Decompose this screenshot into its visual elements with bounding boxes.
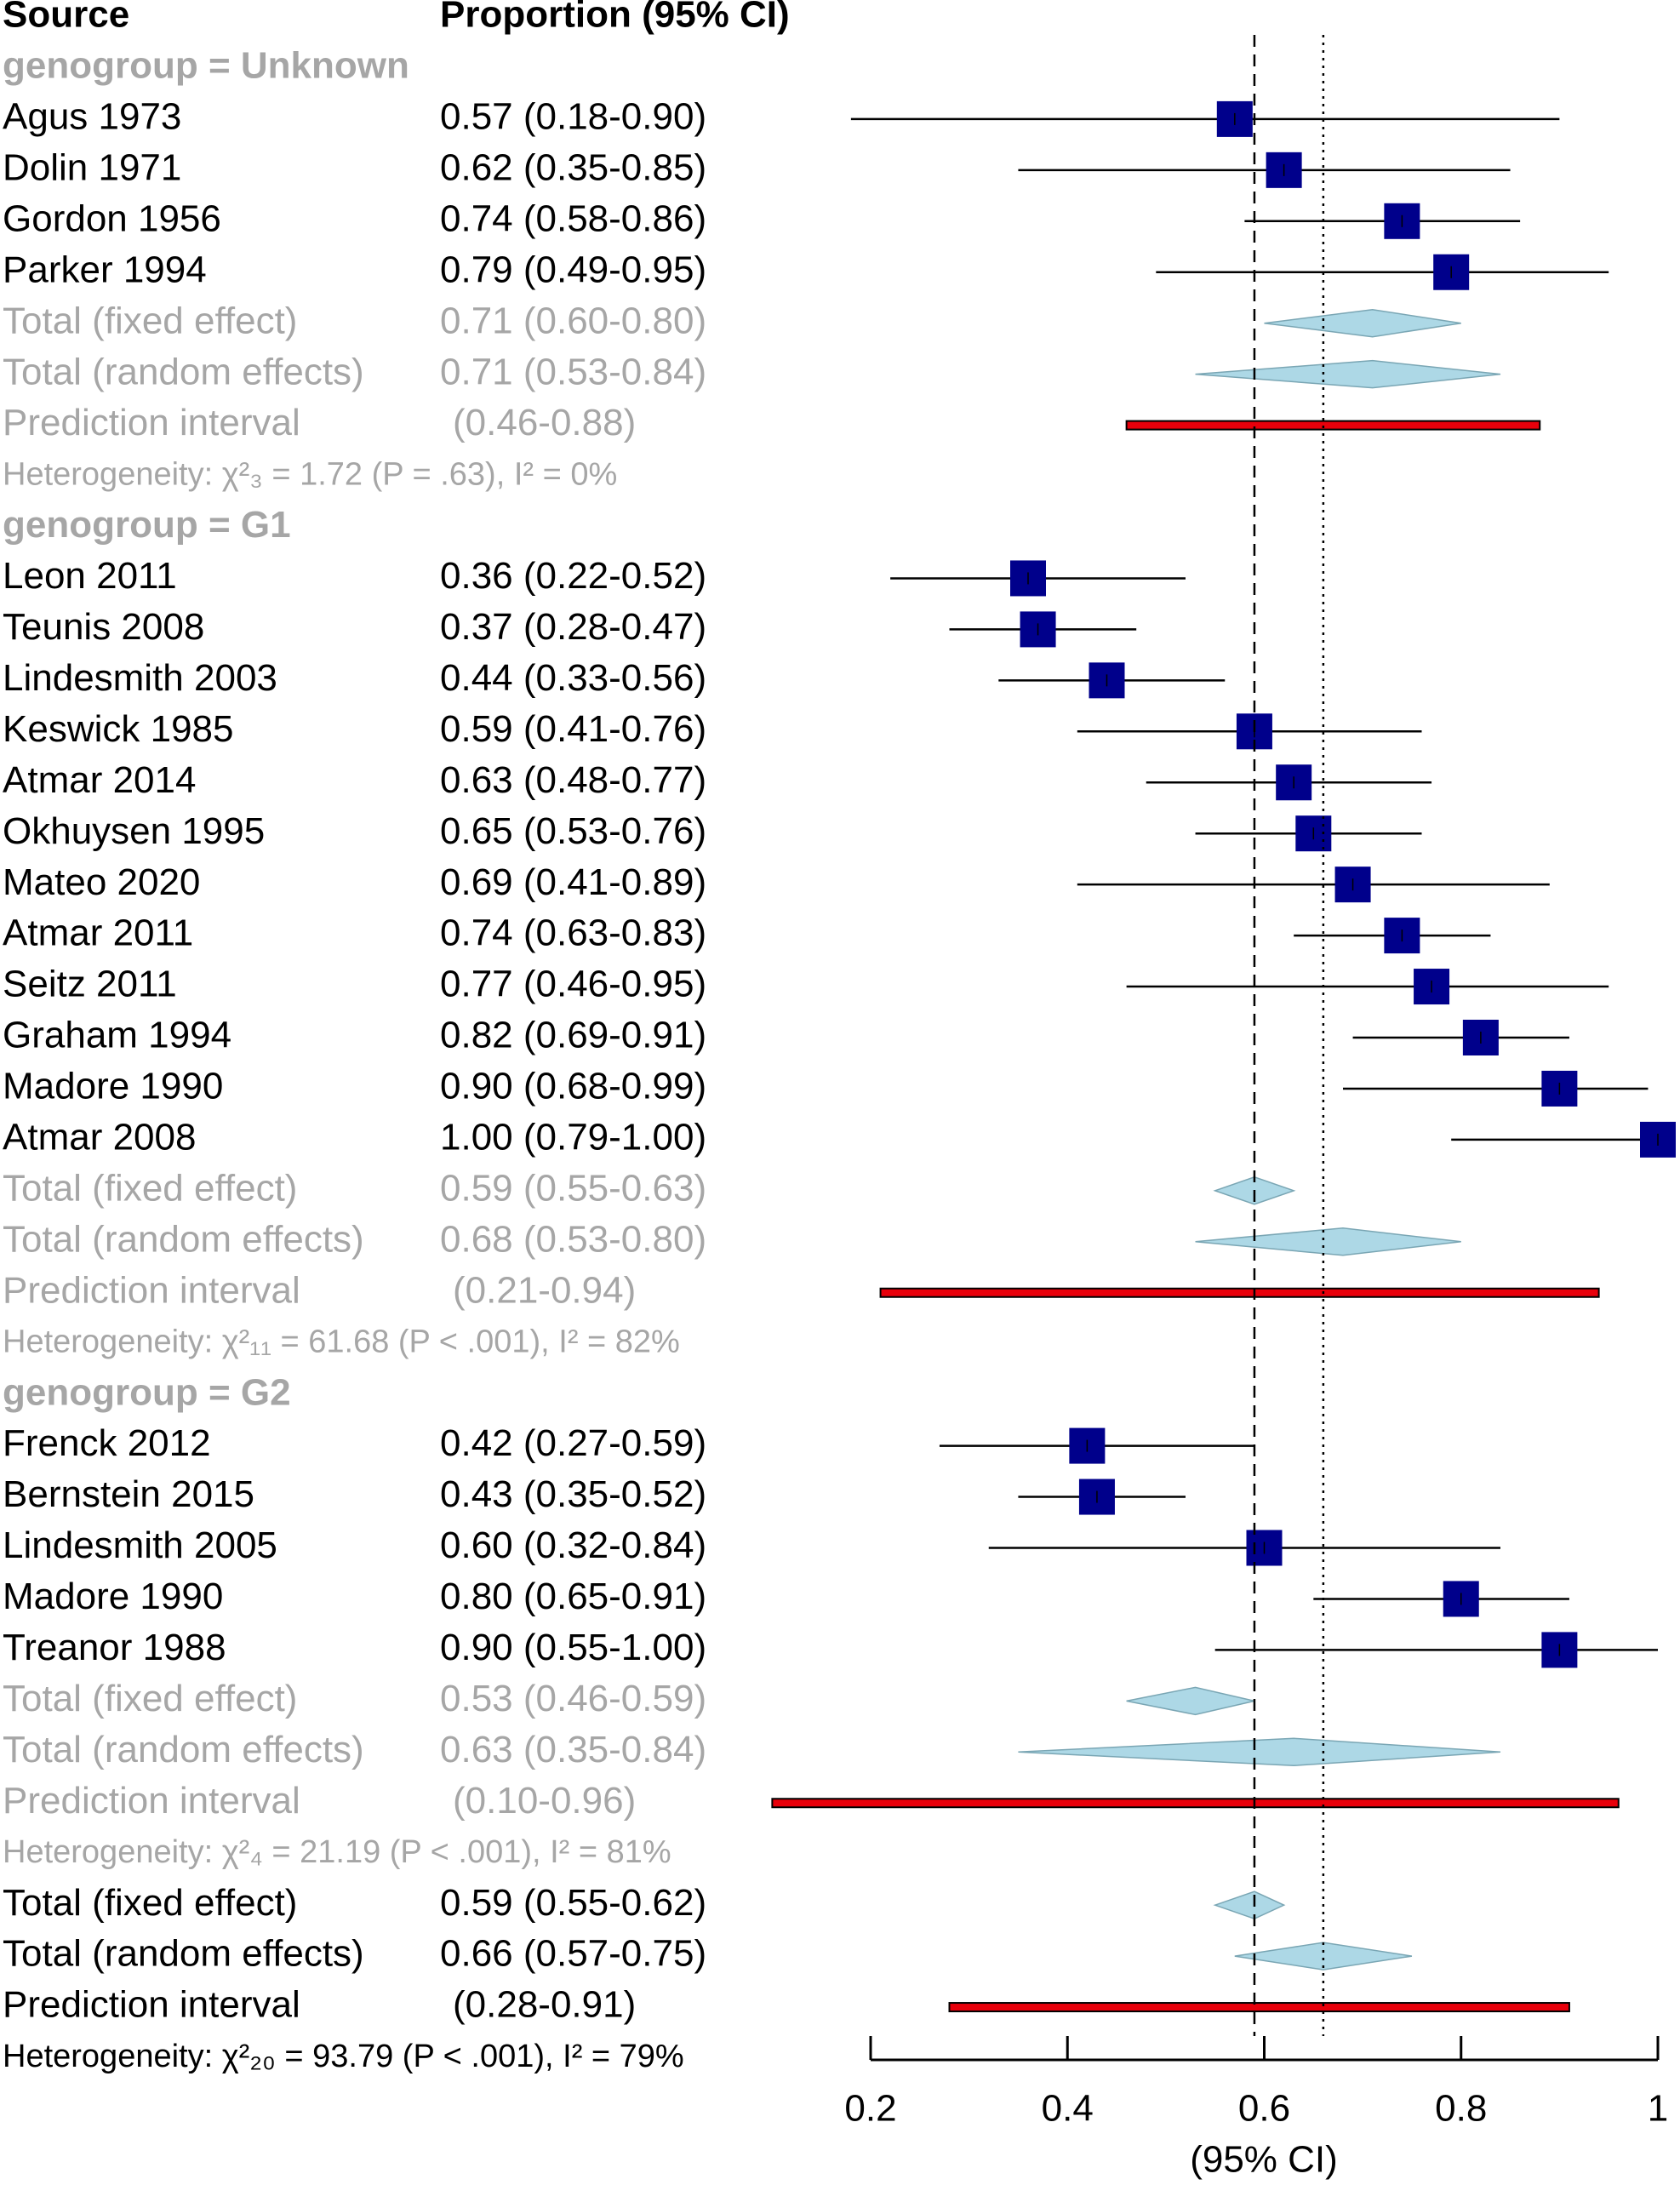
heterogeneity: Heterogeneity: χ²₃ = 1.72 (P = .63), I² … (3, 457, 617, 493)
summary-name: Total (fixed effect) (3, 1678, 297, 1719)
summary-diamond (1213, 1890, 1286, 1919)
summary-ci-text: 0.66 (0.57-0.75) (440, 1933, 706, 1975)
group-label: genogroup = G2 (3, 1371, 291, 1413)
summary-diamond (1234, 1942, 1413, 1971)
study-name: Gordon 1956 (3, 197, 221, 239)
study-ci-text: 0.37 (0.28-0.47) (440, 606, 706, 648)
study-ci-text: 0.82 (0.69-0.91) (440, 1015, 706, 1056)
study-name: Parker 1994 (3, 249, 207, 290)
column-header: Source (3, 0, 129, 36)
summary-name: Total (random effects) (3, 351, 364, 392)
study-ci-text: 0.80 (0.65-0.91) (440, 1576, 706, 1617)
study-ci-text: 0.57 (0.18-0.90) (440, 96, 706, 138)
heterogeneity: Heterogeneity: χ²₂₀ = 93.79 (P < .001), … (3, 2039, 684, 2074)
summary-ci-text: 0.71 (0.53-0.84) (440, 351, 706, 392)
prediction-bar (1125, 420, 1541, 431)
prediction-text: (0.28-0.91) (453, 1984, 636, 2026)
prediction-text: (0.46-0.88) (453, 402, 636, 443)
prediction-name: Prediction interval (3, 1780, 300, 1822)
summary-ci-text: 0.53 (0.46-0.59) (440, 1678, 706, 1719)
study-ci-text: 0.43 (0.35-0.52) (440, 1473, 706, 1515)
prediction-name: Prediction interval (3, 1984, 300, 2026)
study-name: Madore 1990 (3, 1066, 223, 1107)
study-ci-text: 0.69 (0.41-0.89) (440, 861, 706, 903)
group-label: genogroup = Unknown (3, 45, 409, 87)
study-name: Atmar 2011 (3, 912, 193, 954)
heterogeneity: Heterogeneity: χ²₄ = 21.19 (P < .001), I… (3, 1834, 671, 1870)
study-name: Lindesmith 2003 (3, 657, 277, 699)
study-name: Bernstein 2015 (3, 1473, 254, 1515)
study-ci-text: 0.77 (0.46-0.95) (440, 964, 706, 1005)
study-ci-text: 0.62 (0.35-0.85) (440, 146, 706, 188)
group-label: genogroup = G1 (3, 504, 291, 546)
study-ci-text: 0.90 (0.68-0.99) (440, 1066, 706, 1107)
prediction-bar (879, 1287, 1600, 1298)
study-ci-text: 0.59 (0.41-0.76) (440, 708, 706, 750)
study-name: Lindesmith 2005 (3, 1524, 277, 1566)
summary-diamond (1018, 1737, 1501, 1767)
summary-name: Total (random effects) (3, 1218, 364, 1260)
x-tick-label: 0.4 (1042, 2088, 1094, 2130)
study-name: Seitz 2011 (3, 964, 177, 1005)
summary-ci-text: 0.59 (0.55-0.62) (440, 1882, 706, 1924)
study-ci-text: 1.00 (0.79-1.00) (440, 1117, 706, 1158)
study-name: Treanor 1988 (3, 1627, 226, 1668)
study-name: Teunis 2008 (3, 606, 204, 648)
study-name: Atmar 2014 (3, 759, 196, 801)
summary-name: Total (fixed effect) (3, 300, 297, 341)
prediction-bar (948, 2002, 1570, 2013)
prediction-name: Prediction interval (3, 1269, 300, 1311)
summary-ci-text: 0.68 (0.53-0.80) (440, 1218, 706, 1260)
study-ci-text: 0.63 (0.48-0.77) (440, 759, 706, 801)
column-header: Proportion (95% CI) (440, 0, 790, 36)
study-ci-text: 0.65 (0.53-0.76) (440, 810, 706, 852)
heterogeneity: Heterogeneity: χ²₁₁ = 61.68 (P < .001), … (3, 1324, 680, 1360)
x-tick-label: 0.2 (844, 2088, 896, 2130)
study-ci-text: 0.44 (0.33-0.56) (440, 657, 706, 699)
study-ci-text: 0.79 (0.49-0.95) (440, 249, 706, 290)
prediction-name: Prediction interval (3, 402, 300, 443)
study-name: Atmar 2008 (3, 1117, 196, 1158)
study-name: Dolin 1971 (3, 146, 181, 188)
summary-name: Total (random effects) (3, 1933, 364, 1975)
prediction-text: (0.10-0.96) (453, 1780, 636, 1822)
study-name: Mateo 2020 (3, 861, 200, 903)
study-name: Madore 1990 (3, 1576, 223, 1617)
summary-diamond (1264, 308, 1461, 338)
x-tick-label: 0.6 (1238, 2088, 1290, 2130)
study-ci-text: 0.42 (0.27-0.59) (440, 1422, 706, 1464)
summary-ci-text: 0.71 (0.60-0.80) (440, 300, 706, 341)
study-ci-text: 0.74 (0.58-0.86) (440, 197, 706, 239)
summary-name: Total (fixed effect) (3, 1167, 297, 1209)
summary-ci-text: 0.59 (0.55-0.63) (440, 1167, 706, 1209)
study-ci-text: 0.60 (0.32-0.84) (440, 1524, 706, 1566)
summary-diamond (1195, 359, 1501, 389)
study-name: Okhuysen 1995 (3, 810, 265, 852)
study-ci-text: 0.36 (0.22-0.52) (440, 555, 706, 597)
study-name: Agus 1973 (3, 96, 181, 138)
summary-diamond (1126, 1686, 1255, 1716)
prediction-bar (771, 1798, 1620, 1809)
summary-name: Total (fixed effect) (3, 1882, 297, 1924)
prediction-text: (0.21-0.94) (453, 1269, 636, 1311)
study-name: Graham 1994 (3, 1015, 231, 1056)
x-tick-label: 0.8 (1435, 2088, 1487, 2130)
x-tick-label: 1 (1648, 2088, 1668, 2130)
axis-title: (95% CI) (1190, 2139, 1338, 2181)
summary-name: Total (random effects) (3, 1729, 364, 1770)
study-ci-text: 0.90 (0.55-1.00) (440, 1627, 706, 1668)
study-ci-text: 0.74 (0.63-0.83) (440, 912, 706, 954)
study-name: Keswick 1985 (3, 708, 233, 750)
study-name: Frenck 2012 (3, 1422, 211, 1464)
study-name: Leon 2011 (3, 555, 177, 597)
summary-ci-text: 0.63 (0.35-0.84) (440, 1729, 706, 1770)
summary-diamond (1195, 1227, 1461, 1256)
